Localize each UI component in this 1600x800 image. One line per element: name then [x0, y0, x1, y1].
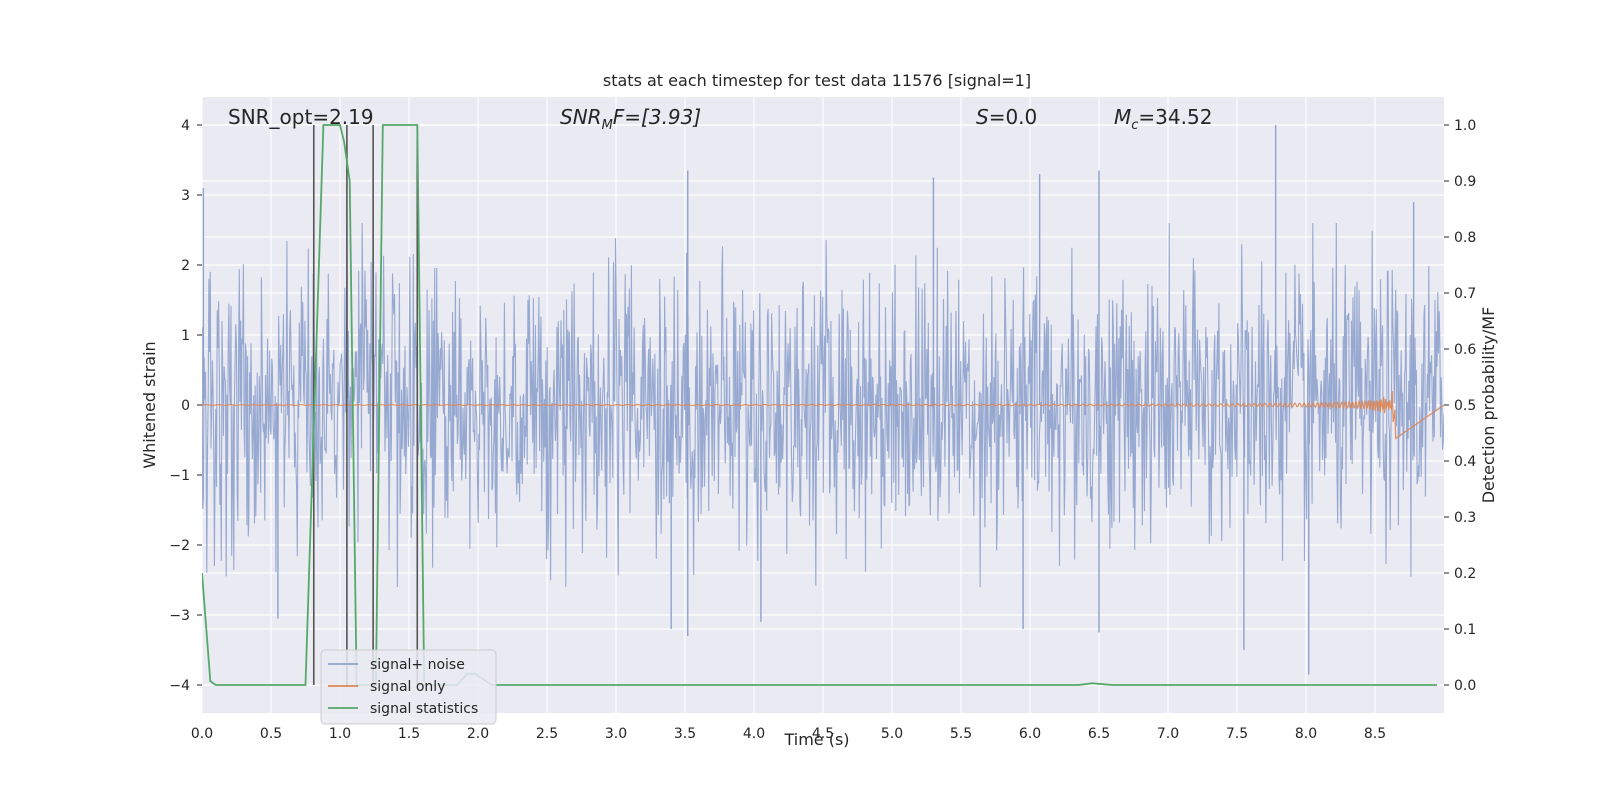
x-tick-label: 8.0: [1295, 726, 1317, 742]
x-tick-label: 6.5: [1088, 726, 1110, 742]
legend-label-signal-plus-noise: signal+ noise: [370, 657, 465, 673]
x-tick-label: 4.0: [743, 726, 765, 742]
x-tick-label: 6.0: [1019, 726, 1041, 742]
noise-trace: [202, 222, 1444, 588]
y-tick-label-left: 3: [181, 188, 190, 204]
y-tick-label-right: 1.0: [1454, 118, 1476, 134]
x-tick-label: 7.0: [1157, 726, 1179, 742]
y-tick-label-left: −2: [169, 538, 190, 554]
annotation-snr-mf-main: SNR: [560, 105, 602, 129]
y-tick-label-right: 0.5: [1454, 398, 1476, 414]
x-tick-label: 2.5: [536, 726, 558, 742]
annotation-snr-mf-sub: M: [602, 118, 613, 133]
x-tick-label: 1.0: [329, 726, 351, 742]
y-tick-label-left: 0: [181, 398, 190, 414]
y-tick-label-right: 0.3: [1454, 510, 1476, 526]
legend: signal+ noise signal only signal statist…: [320, 649, 497, 725]
y-tick-label-left: 4: [181, 118, 190, 134]
legend-box: [320, 649, 497, 725]
series-signal-statistics: [202, 124, 1438, 686]
annotation-s-rest: =0.0: [989, 105, 1038, 129]
y-tick-label-right: 0.9: [1454, 174, 1476, 190]
y-tick-label-right: 0.7: [1454, 286, 1476, 302]
x-tick-label: 3.5: [674, 726, 696, 742]
y-tick-label-right: 0.2: [1454, 566, 1476, 582]
annotation-s: S=0.0: [976, 105, 1037, 129]
y-axis-label-left: Whitened strain: [140, 341, 159, 468]
y-tick-label-right: 0.1: [1454, 622, 1476, 638]
x-tick-label: 4.5: [812, 726, 834, 742]
x-tick-label: 0.0: [191, 726, 213, 742]
y-tick-label-left: −4: [169, 678, 190, 694]
x-tick-label: 1.5: [398, 726, 420, 742]
y-tick-label-right: 0.0: [1454, 678, 1476, 694]
y-tick-label-left: 1: [181, 328, 190, 344]
x-tick-label: 5.0: [881, 726, 903, 742]
y-tick-label-right: 0.6: [1454, 342, 1476, 358]
x-tick-label: 0.5: [260, 726, 282, 742]
y-tick-label-right: 0.4: [1454, 454, 1476, 470]
annotation-mc-rest: =34.52: [1138, 105, 1212, 129]
y-tick-label-left: −1: [169, 468, 190, 484]
series-signal-only: [202, 391, 1444, 440]
chart-title: stats at each timestep for test data 115…: [603, 71, 1031, 90]
vertical-markers: [312, 125, 419, 685]
annotation-mc: Mc=34.52: [1114, 105, 1212, 133]
annotation-snr-opt: SNR_opt=2.19: [228, 105, 374, 129]
x-tick-label: 5.5: [950, 726, 972, 742]
stats-line: [202, 124, 1438, 686]
annotation-s-main: S: [976, 105, 989, 129]
y-tick-label-right: 0.8: [1454, 230, 1476, 246]
x-tick-label: 2.0: [467, 726, 489, 742]
annotation-snr-mf-rest: F=[3.93]: [613, 105, 701, 129]
tick-labels: 0.0 0.5 1.0 1.5 2.0 2.5 3.0 3.5 4.0 4.5 5.0 5.5 6.0 6…: [169, 118, 1476, 742]
x-axis-label: Time (s): [783, 730, 849, 749]
y-tick-label-left: −3: [169, 608, 190, 624]
series-signal-plus-noise: [202, 125, 1444, 675]
x-tick-label: 8.5: [1364, 726, 1386, 742]
x-tick-label: 3.0: [605, 726, 627, 742]
signal-chirp: [202, 391, 1444, 440]
annotation-mc-sub: c: [1131, 118, 1138, 133]
y-tick-label-left: 2: [181, 258, 190, 274]
legend-label-signal-statistics: signal statistics: [370, 701, 478, 717]
annotation-snr-mf: SNRMF=[3.93]: [560, 105, 701, 133]
x-tick-label: 7.5: [1226, 726, 1248, 742]
legend-label-signal-only: signal only: [370, 679, 445, 695]
y-axis-label-right: Detection probability/MF: [1479, 307, 1498, 504]
annotation-mc-main: M: [1114, 105, 1131, 129]
